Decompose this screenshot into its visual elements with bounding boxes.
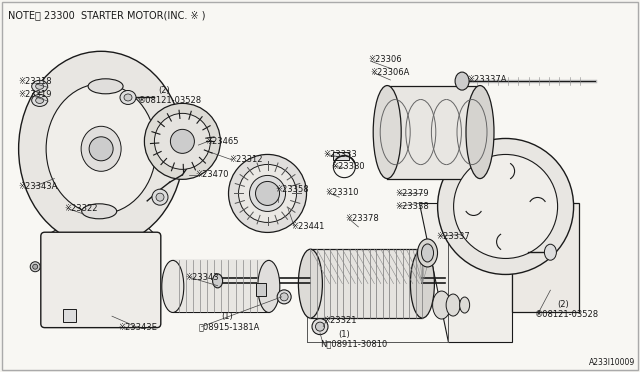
- Circle shape: [454, 154, 557, 259]
- Text: ※23343A: ※23343A: [18, 182, 58, 190]
- Circle shape: [154, 113, 211, 169]
- Ellipse shape: [466, 86, 494, 179]
- Bar: [387, 86, 480, 179]
- Text: ※23312: ※23312: [229, 155, 262, 164]
- Text: ※23306A: ※23306A: [370, 68, 410, 77]
- Ellipse shape: [120, 90, 136, 105]
- FancyBboxPatch shape: [41, 232, 161, 328]
- Ellipse shape: [81, 126, 121, 171]
- Text: ※23380: ※23380: [332, 162, 365, 171]
- Ellipse shape: [410, 249, 435, 318]
- Ellipse shape: [446, 294, 460, 316]
- Text: ®08121-03528: ®08121-03528: [534, 310, 598, 319]
- Text: (2): (2): [557, 300, 568, 309]
- Text: ※23378: ※23378: [346, 214, 380, 223]
- Bar: [512, 203, 579, 312]
- Bar: [333, 152, 349, 160]
- Bar: [173, 260, 269, 312]
- Circle shape: [255, 182, 280, 205]
- Text: ※23310: ※23310: [325, 188, 358, 197]
- Ellipse shape: [312, 318, 328, 335]
- Ellipse shape: [32, 94, 48, 106]
- Ellipse shape: [422, 244, 433, 262]
- Circle shape: [152, 189, 168, 205]
- Text: ※23337: ※23337: [436, 232, 470, 241]
- Ellipse shape: [124, 94, 132, 101]
- Ellipse shape: [250, 176, 285, 211]
- Circle shape: [438, 138, 573, 275]
- Ellipse shape: [88, 79, 123, 94]
- Text: ※23337A: ※23337A: [467, 76, 507, 84]
- Ellipse shape: [239, 164, 296, 222]
- Text: ※23322: ※23322: [64, 204, 97, 213]
- Text: ※23343E: ※23343E: [118, 323, 157, 332]
- Text: ®08121-03528: ®08121-03528: [138, 96, 202, 105]
- Ellipse shape: [36, 83, 44, 89]
- Text: NOTE、 23300  STARTER MOTOR(INC. ※ ): NOTE、 23300 STARTER MOTOR(INC. ※ ): [8, 10, 205, 20]
- Text: ※23470: ※23470: [195, 170, 228, 179]
- Ellipse shape: [280, 293, 288, 301]
- Ellipse shape: [373, 86, 401, 179]
- Bar: [63, 309, 76, 322]
- Circle shape: [156, 193, 164, 201]
- Ellipse shape: [433, 291, 451, 319]
- Ellipse shape: [162, 260, 184, 312]
- Text: ※23321: ※23321: [323, 316, 356, 325]
- Text: ※23333: ※23333: [323, 150, 357, 159]
- Circle shape: [89, 137, 113, 161]
- Ellipse shape: [277, 290, 291, 304]
- Text: (2): (2): [159, 86, 170, 95]
- Text: ※23441: ※23441: [291, 222, 324, 231]
- Ellipse shape: [417, 239, 438, 267]
- Text: (1): (1): [338, 330, 349, 339]
- Ellipse shape: [228, 154, 307, 232]
- Text: (1): (1): [221, 312, 232, 321]
- Text: Ⓦ08915-1381A: Ⓦ08915-1381A: [198, 322, 260, 331]
- Ellipse shape: [258, 260, 280, 312]
- Text: N　08911-30810: N 08911-30810: [320, 340, 387, 349]
- Ellipse shape: [455, 72, 469, 90]
- Text: ※23358: ※23358: [275, 185, 309, 194]
- Text: ※23379: ※23379: [396, 189, 429, 198]
- Circle shape: [170, 129, 195, 153]
- Circle shape: [145, 103, 220, 179]
- Bar: [310, 249, 422, 318]
- Ellipse shape: [545, 244, 556, 260]
- Text: ※23338: ※23338: [396, 202, 429, 211]
- Ellipse shape: [36, 97, 44, 103]
- Ellipse shape: [460, 297, 470, 313]
- Circle shape: [33, 264, 38, 269]
- Text: ※23319: ※23319: [18, 90, 51, 99]
- Text: A233I10009: A233I10009: [589, 358, 635, 367]
- Text: ※23343: ※23343: [186, 273, 220, 282]
- Ellipse shape: [212, 274, 223, 288]
- Text: ※23465: ※23465: [205, 137, 238, 146]
- Ellipse shape: [316, 322, 324, 331]
- Text: ※23318: ※23318: [18, 77, 52, 86]
- Bar: [256, 283, 266, 296]
- Ellipse shape: [82, 204, 116, 219]
- Circle shape: [30, 262, 40, 272]
- Ellipse shape: [32, 80, 48, 92]
- Ellipse shape: [298, 249, 323, 318]
- Polygon shape: [419, 203, 512, 342]
- Text: ※23306: ※23306: [368, 55, 402, 64]
- Ellipse shape: [19, 51, 184, 246]
- Ellipse shape: [46, 84, 156, 214]
